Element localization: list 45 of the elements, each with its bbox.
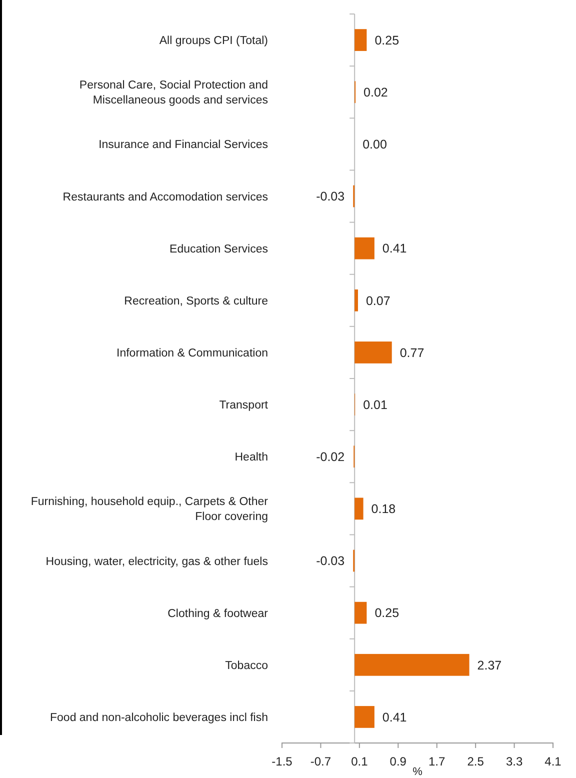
data-label: 0.41 [382,242,407,256]
x-tick-label: -1.5 [272,754,293,768]
data-label: 0.77 [400,346,424,360]
bar [354,602,367,624]
data-label: 0.25 [374,606,400,620]
data-label: 0.00 [362,138,387,152]
y-tick-label: Tobacco [225,660,268,672]
bar [354,342,392,364]
y-tick-label: Housing, water, electricity, gas & other fuels [46,556,268,568]
bar [354,237,374,260]
x-tick-label: -0.7 [310,754,332,768]
data-label: 0.25 [374,33,400,48]
x-tick-label: 3.3 [506,754,523,768]
y-tick-label: Information & Communication [116,347,268,360]
data-label: -0.03 [316,554,345,568]
bar [354,498,364,520]
data-label: 0.01 [363,398,388,412]
x-tick-label: 0.9 [390,754,407,768]
y-tick-label: Furnishing, household equip., Carpets & Other Floor covering [30,496,268,524]
x-tick-label: 1.7 [428,754,446,768]
y-tick-label: Personal Care, Social Protection and Miscellaneous goods and services [79,80,268,107]
data-label: 0.18 [371,502,396,516]
data-label: 2.37 [477,658,502,672]
y-tick-label: Food and non-alcoholic beverages incl fish [50,712,268,724]
data-label: -0.02 [316,450,345,464]
y-tick-label: Clothing & footwear [168,608,268,620]
y-tick-label: Restaurants and Accomodation services [62,191,268,204]
y-tick-label: Education Services [170,243,268,256]
data-label: -0.03 [316,190,345,204]
data-label: 0.07 [366,294,390,308]
bar [354,289,358,312]
data-label: 0.41 [382,710,407,724]
x-tick-label: 4.1 [544,754,562,768]
y-tick-label: Recreation, Sports & culture [124,295,268,308]
x-tick-label: 0.1 [351,754,368,768]
bar [354,29,367,51]
x-tick-label: 2.5 [467,754,484,768]
data-label: 0.02 [364,85,388,100]
y-tick-label: Health [234,452,268,464]
y-tick-label: All groups CPI (Total) [159,35,268,48]
y-tick-label: Transport [219,400,269,412]
bar [354,654,470,676]
bar [354,706,374,728]
x-axis-title: % [412,766,423,778]
y-tick-label: Insurance and Financial Services [98,139,268,152]
